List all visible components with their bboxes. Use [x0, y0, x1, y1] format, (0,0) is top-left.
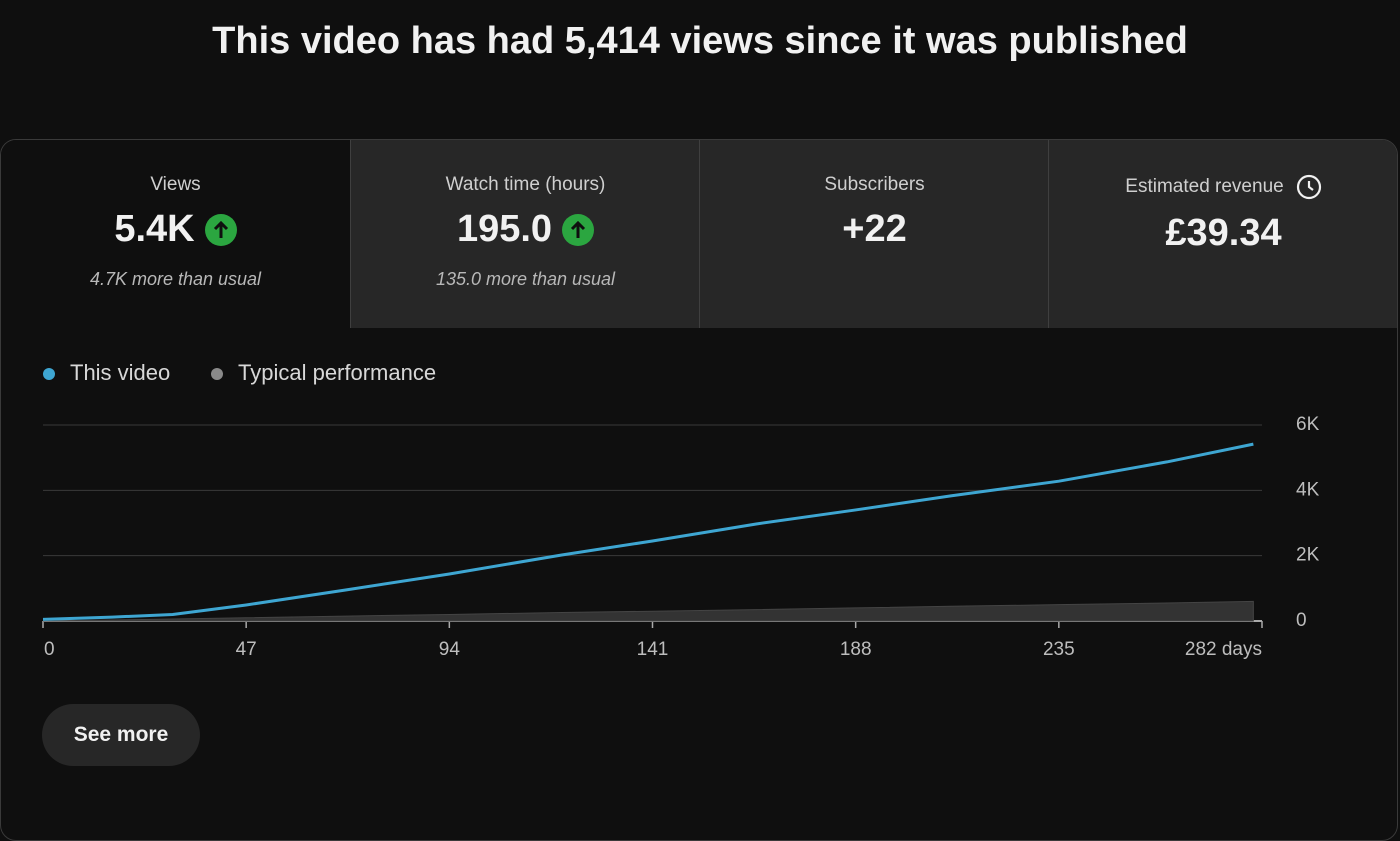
metric-label-row: Estimated revenue [1049, 174, 1397, 200]
metric-note: 4.7K more than usual [89, 269, 262, 289]
metric-card[interactable]: Watch time (hours) 195.0 135.0 more than… [350, 140, 700, 328]
metric-value-row: 195.0 [351, 208, 700, 251]
metric-value: 195.0 [456, 208, 553, 250]
y-tick-label: 0 [1296, 610, 1307, 631]
metric-value: +22 [842, 208, 907, 250]
page: This video has had 5,414 views since it … [0, 20, 1398, 841]
metric-value-row: £39.34 [1049, 212, 1397, 255]
legend-dot [211, 368, 223, 380]
metric-card[interactable]: Subscribers +22 [699, 140, 1049, 328]
x-tick-label: 282 days [1185, 639, 1262, 660]
typical-area [42, 600, 1254, 622]
legend-label: This video [70, 360, 170, 385]
x-tick-label: 188 [840, 639, 872, 660]
x-tick-label: 47 [236, 639, 257, 660]
chart: This video Typical performance 0 2K 4K 6K 0 47 9… [42, 360, 1320, 660]
metric-card[interactable]: Views 5.4K 4.7K more than usual [1, 140, 350, 328]
x-tick-label: 0 [44, 639, 55, 660]
metric-value: £39.34 [1165, 212, 1282, 254]
x-tick-label: 94 [439, 639, 461, 660]
metric-value-row: 5.4K [1, 208, 350, 251]
metric-value: 5.4K [114, 208, 195, 250]
y-tick-label: 4K [1296, 479, 1320, 500]
metric-label: Watch time (hours) [445, 174, 606, 195]
up-icon [204, 213, 237, 246]
y-tick-label: 2K [1296, 545, 1320, 566]
see-more-button[interactable]: See more [42, 704, 200, 766]
x-tick-label: 141 [637, 639, 669, 660]
page-title: This video has had 5,414 views since it … [212, 20, 1188, 62]
y-tick-label: 6K [1296, 414, 1320, 435]
views-line [42, 442, 1254, 621]
legend-label: Typical performance [238, 360, 436, 385]
clock-icon [1296, 174, 1321, 200]
x-tick-label: 235 [1043, 639, 1075, 660]
metric-note: 135.0 more than usual [435, 269, 616, 289]
metric-label: Subscribers [824, 174, 925, 195]
legend-dot [43, 368, 55, 380]
up-icon [562, 213, 595, 246]
metric-card[interactable]: Estimated revenue £39.34 [1048, 140, 1397, 328]
metric-label: Views [150, 174, 201, 195]
metric-label: Estimated revenue [1125, 176, 1284, 197]
metric-value-row: +22 [700, 208, 1049, 251]
